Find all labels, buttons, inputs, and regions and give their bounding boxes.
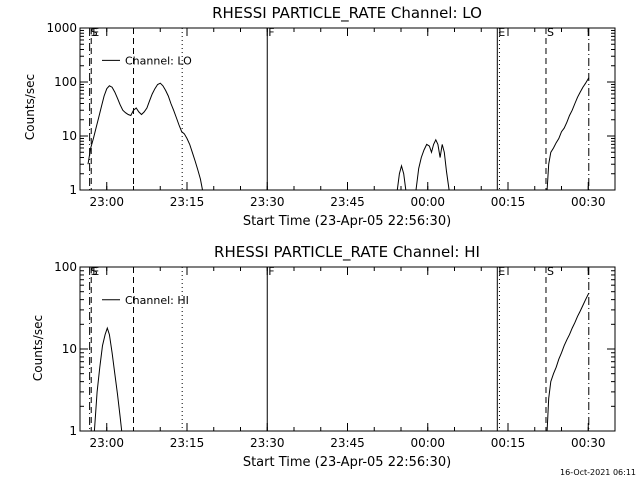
event-marker-label: E [92, 26, 99, 39]
plot-frame [79, 266, 616, 432]
x-tick-label: 23:30 [250, 195, 285, 209]
x-axis-label: Start Time (23-Apr-05 22:56:30) [243, 455, 451, 470]
event-marker-label: E [498, 265, 505, 278]
chart-title: RHESSI PARTICLE_RATE Channel: LO [212, 4, 482, 23]
x-tick-label: 00:30 [571, 195, 606, 209]
legend-label: Channel: LO [125, 54, 192, 67]
y-tick-label: 10 [62, 342, 77, 356]
chart-title: RHESSI PARTICLE_RATE Channel: HI [214, 243, 480, 262]
plot-frame [79, 27, 616, 191]
x-tick-label: 23:15 [170, 195, 205, 209]
legend-label: Channel: HI [125, 294, 189, 307]
event-marker-label: F [268, 26, 274, 39]
event-marker-label: S [91, 265, 98, 278]
y-tick-label: 10 [62, 129, 77, 143]
x-tick-label: 23:15 [170, 436, 205, 450]
x-tick-label: 00:30 [571, 436, 606, 450]
y-axis-label: Counts/sec [31, 315, 45, 381]
x-tick-label: 00:00 [410, 195, 445, 209]
event-marker-label: S [547, 26, 554, 39]
x-tick-label: 23:30 [250, 436, 285, 450]
hi-channel-panel: RHESSI PARTICLE_RATE Channel: HI Counts/… [31, 243, 616, 470]
event-marker-label: S [91, 26, 98, 39]
x-tick-label: 00:00 [410, 436, 445, 450]
x-axis-label: Start Time (23-Apr-05 22:56:30) [243, 214, 451, 229]
x-tick-label: 23:00 [89, 195, 124, 209]
data-series-line [546, 292, 590, 431]
x-tick-label: 23:45 [330, 195, 365, 209]
y-tick-label: 1 [69, 183, 77, 197]
y-tick-label: 100 [54, 260, 77, 274]
lo-channel-panel: RHESSI PARTICLE_RATE Channel: LO Counts/… [23, 4, 616, 229]
data-series-line [415, 138, 450, 190]
y-tick-label: 1000 [46, 21, 77, 35]
y-axis-label: Counts/sec [23, 74, 37, 140]
data-series-line [93, 326, 123, 431]
y-tick-label: 100 [54, 75, 77, 89]
x-tick-label: 00:15 [491, 195, 526, 209]
data-series-line [396, 164, 407, 190]
footer-date-stamp: 16-Oct-2021 06:11 [560, 468, 636, 477]
x-tick-label: 23:00 [89, 436, 124, 450]
event-marker-label: S [547, 265, 554, 278]
x-tick-label: 00:15 [491, 436, 526, 450]
data-series-line [87, 82, 203, 190]
data-series-line [546, 77, 590, 190]
x-tick-label: 23:45 [330, 436, 365, 450]
event-marker-label: F [268, 265, 274, 278]
y-tick-label: 1 [69, 424, 77, 438]
event-marker-label: E [498, 26, 505, 39]
event-marker-label: E [92, 265, 99, 278]
